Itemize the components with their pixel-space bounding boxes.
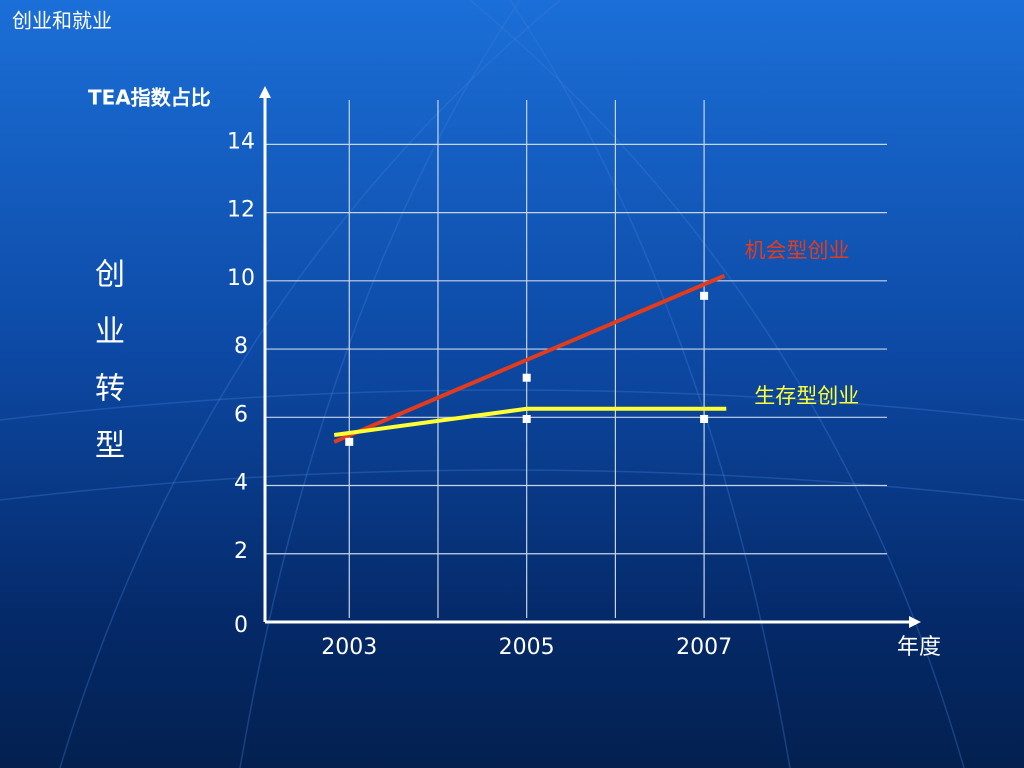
x-axis-arrow [909,616,921,628]
y-axis-title: TEA指数占比 [88,86,211,110]
series-line [333,406,727,438]
x-tick-label: 2005 [499,635,555,660]
data-point [522,373,531,382]
x-tick-label: 2003 [321,635,377,660]
y-tick-label: 14 [227,129,255,154]
series-label: 机会型创业 [745,239,850,263]
y-tick-label: 10 [227,266,255,291]
data-point [522,415,531,423]
data-point [700,415,709,423]
y-tick-label: 6 [234,402,248,427]
y-tick-label: 12 [227,198,255,223]
slide-title: 创业和就业 [12,9,112,33]
y-tick-label: 2 [234,539,248,564]
x-tick-label: 2007 [676,635,732,660]
side-label: 创业转型 [89,258,124,486]
data-point [345,437,354,446]
x-axis-title: 年度 [897,635,941,660]
series-label: 生存型创业 [754,384,859,408]
y-tick-label: 0 [234,613,248,638]
data-point [700,291,709,300]
y-tick-label: 4 [234,471,248,496]
y-axis-arrow [259,86,271,98]
series-line [333,273,726,444]
y-tick-label: 8 [234,334,248,359]
